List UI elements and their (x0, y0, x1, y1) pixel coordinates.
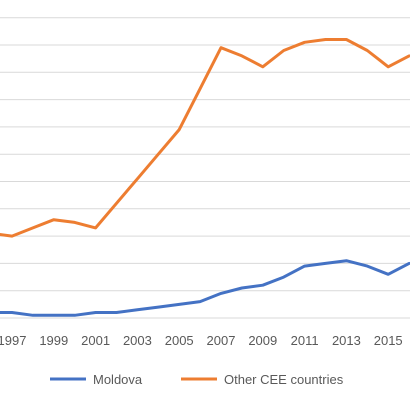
gridlines (0, 17, 410, 319)
series-line-moldova (0, 259, 410, 317)
legend-label-moldova: Moldova (93, 372, 143, 387)
legend: Moldova Other CEE countries (50, 372, 344, 387)
x-tick-label-1997: 1997 (0, 333, 26, 348)
x-tick-label-2011: 2011 (291, 333, 319, 348)
series-line-other-cee (0, 38, 410, 238)
x-tick-label-2003: 2003 (123, 333, 152, 348)
x-tick-label-2005: 2005 (165, 333, 194, 348)
x-axis-tick-labels: 1997 1999 2001 2003 2005 2007 2009 2011 2013 2015 (0, 333, 403, 348)
x-tick-label-1999: 1999 (39, 333, 68, 348)
series-lines (0, 38, 410, 317)
x-tick-label-2001: 2001 (81, 333, 110, 348)
x-tick-label-2009: 2009 (248, 333, 277, 348)
x-tick-label-2015: 2015 (374, 333, 403, 348)
x-tick-label-2007: 2007 (207, 333, 236, 348)
x-tick-label-2013: 2013 (332, 333, 361, 348)
legend-label-other-cee: Other CEE countries (224, 372, 344, 387)
